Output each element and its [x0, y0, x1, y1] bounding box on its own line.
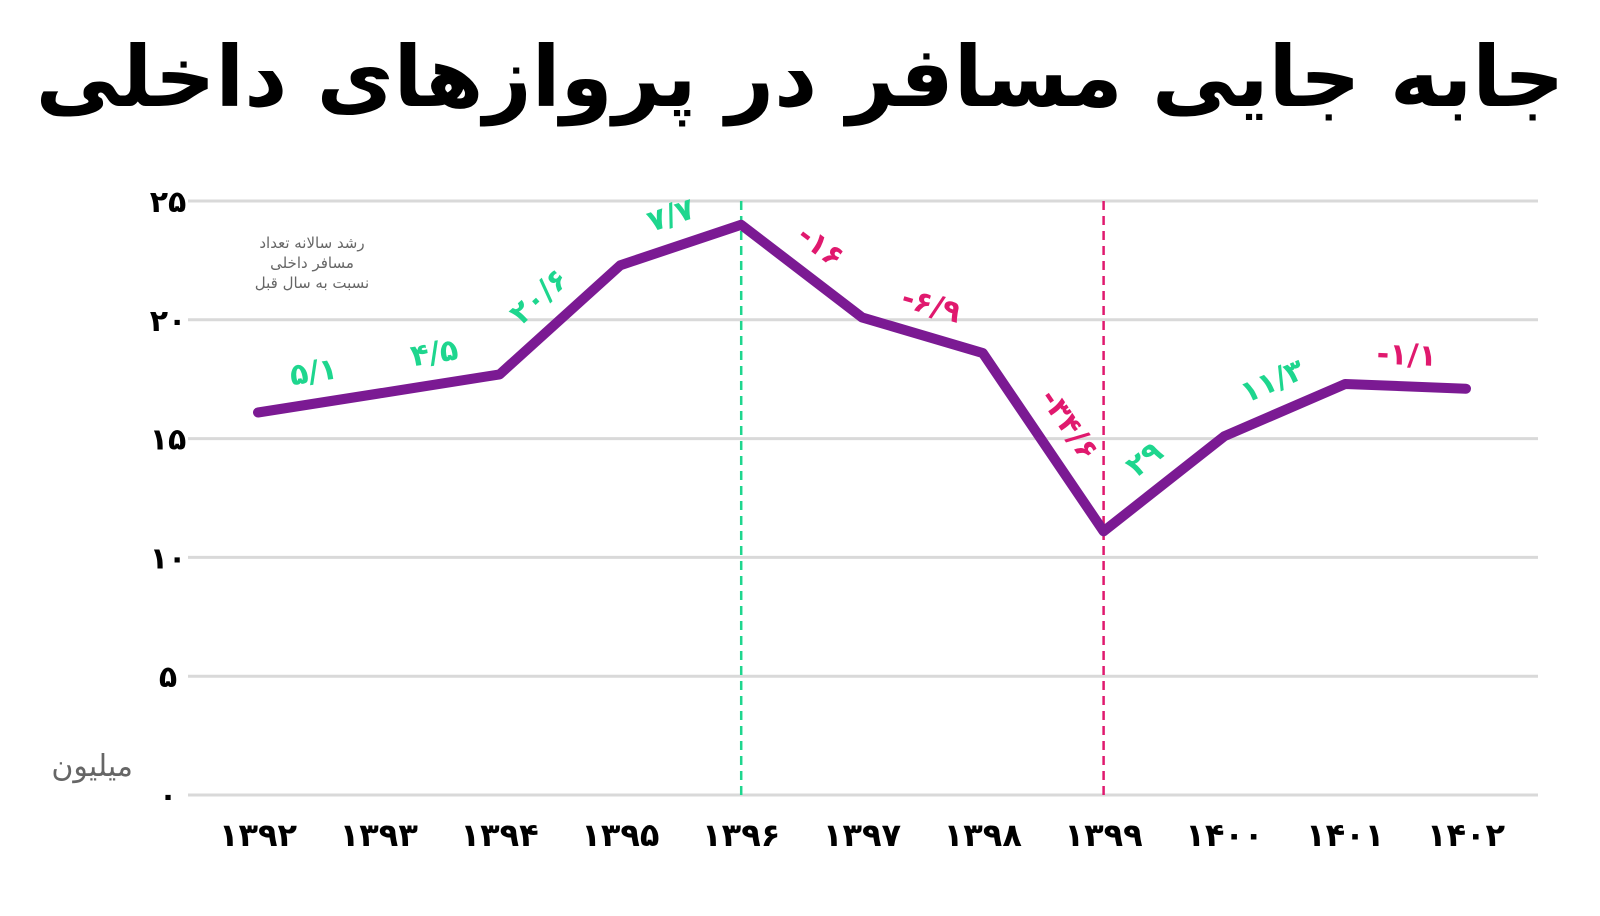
x-tick-label: ۱۳۹۴ — [461, 816, 539, 854]
series-layer — [253, 219, 1471, 537]
note-line: مسافر داخلی — [270, 254, 354, 272]
x-tick-label: ۱۳۹۳ — [340, 816, 419, 854]
y-tick-label: ۲۵ — [150, 185, 187, 220]
note-line: نسبت به سال قبل — [255, 274, 369, 292]
x-tick-label: ۱۳۹۲ — [219, 816, 298, 854]
chart-title: جابه جایی مسافر در پروازهای داخلی — [35, 28, 1565, 126]
x-tick-label: ۱۳۹۹ — [1065, 816, 1143, 854]
y-tick-label: ۲۰ — [150, 304, 187, 339]
growth-label: ۷/۷ — [643, 191, 699, 239]
y-tick-label: ۰ — [159, 779, 177, 814]
growth-label: ۵/۱ — [287, 351, 339, 393]
note-line: رشد سالانه تعداد — [259, 234, 364, 252]
y-axis-ticks: ۰ ۵ ۱۰ ۱۵ ۲۰ ۲۵ — [150, 185, 187, 814]
x-tick-label: ۱۴۰۱ — [1306, 816, 1384, 854]
growth-label: -۱/۱ — [1376, 337, 1437, 374]
x-tick-label: ۱۳۹۷ — [823, 816, 902, 854]
y-tick-label: ۱۵ — [150, 423, 187, 458]
y-unit-label: میلیون — [51, 749, 133, 784]
x-tick-label: ۱۴۰۰ — [1185, 816, 1263, 854]
x-tick-label: ۱۴۰۲ — [1427, 816, 1506, 854]
growth-label: -۶/۹ — [897, 280, 964, 331]
x-axis-ticks: ۱۳۹۲ ۱۳۹۳ ۱۳۹۴ ۱۳۹۵ ۱۳۹۶ ۱۳۹۷ ۱۳۹۸ ۱۳۹۹ ۱۴۰۰ ۱۴۰۱… — [219, 816, 1506, 854]
growth-label: ۲۹ — [1120, 434, 1170, 484]
x-tick-label: ۱۳۹۶ — [702, 816, 780, 854]
growth-label: -۳۴/۶ — [1032, 383, 1105, 467]
reference-lines — [739, 201, 1105, 795]
y-tick-label: ۵ — [159, 660, 177, 695]
x-tick-label: ۱۳۹۵ — [581, 816, 659, 854]
growth-label: ۴/۵ — [408, 332, 460, 374]
x-tick-label: ۱۳۹۸ — [944, 816, 1023, 854]
growth-note: رشد سالانه تعداد مسافر داخلی نسبت به سال ق… — [255, 234, 369, 292]
gridlines — [188, 199, 1538, 797]
y-tick-label: ۱۰ — [150, 541, 187, 576]
series-line — [253, 219, 1471, 537]
